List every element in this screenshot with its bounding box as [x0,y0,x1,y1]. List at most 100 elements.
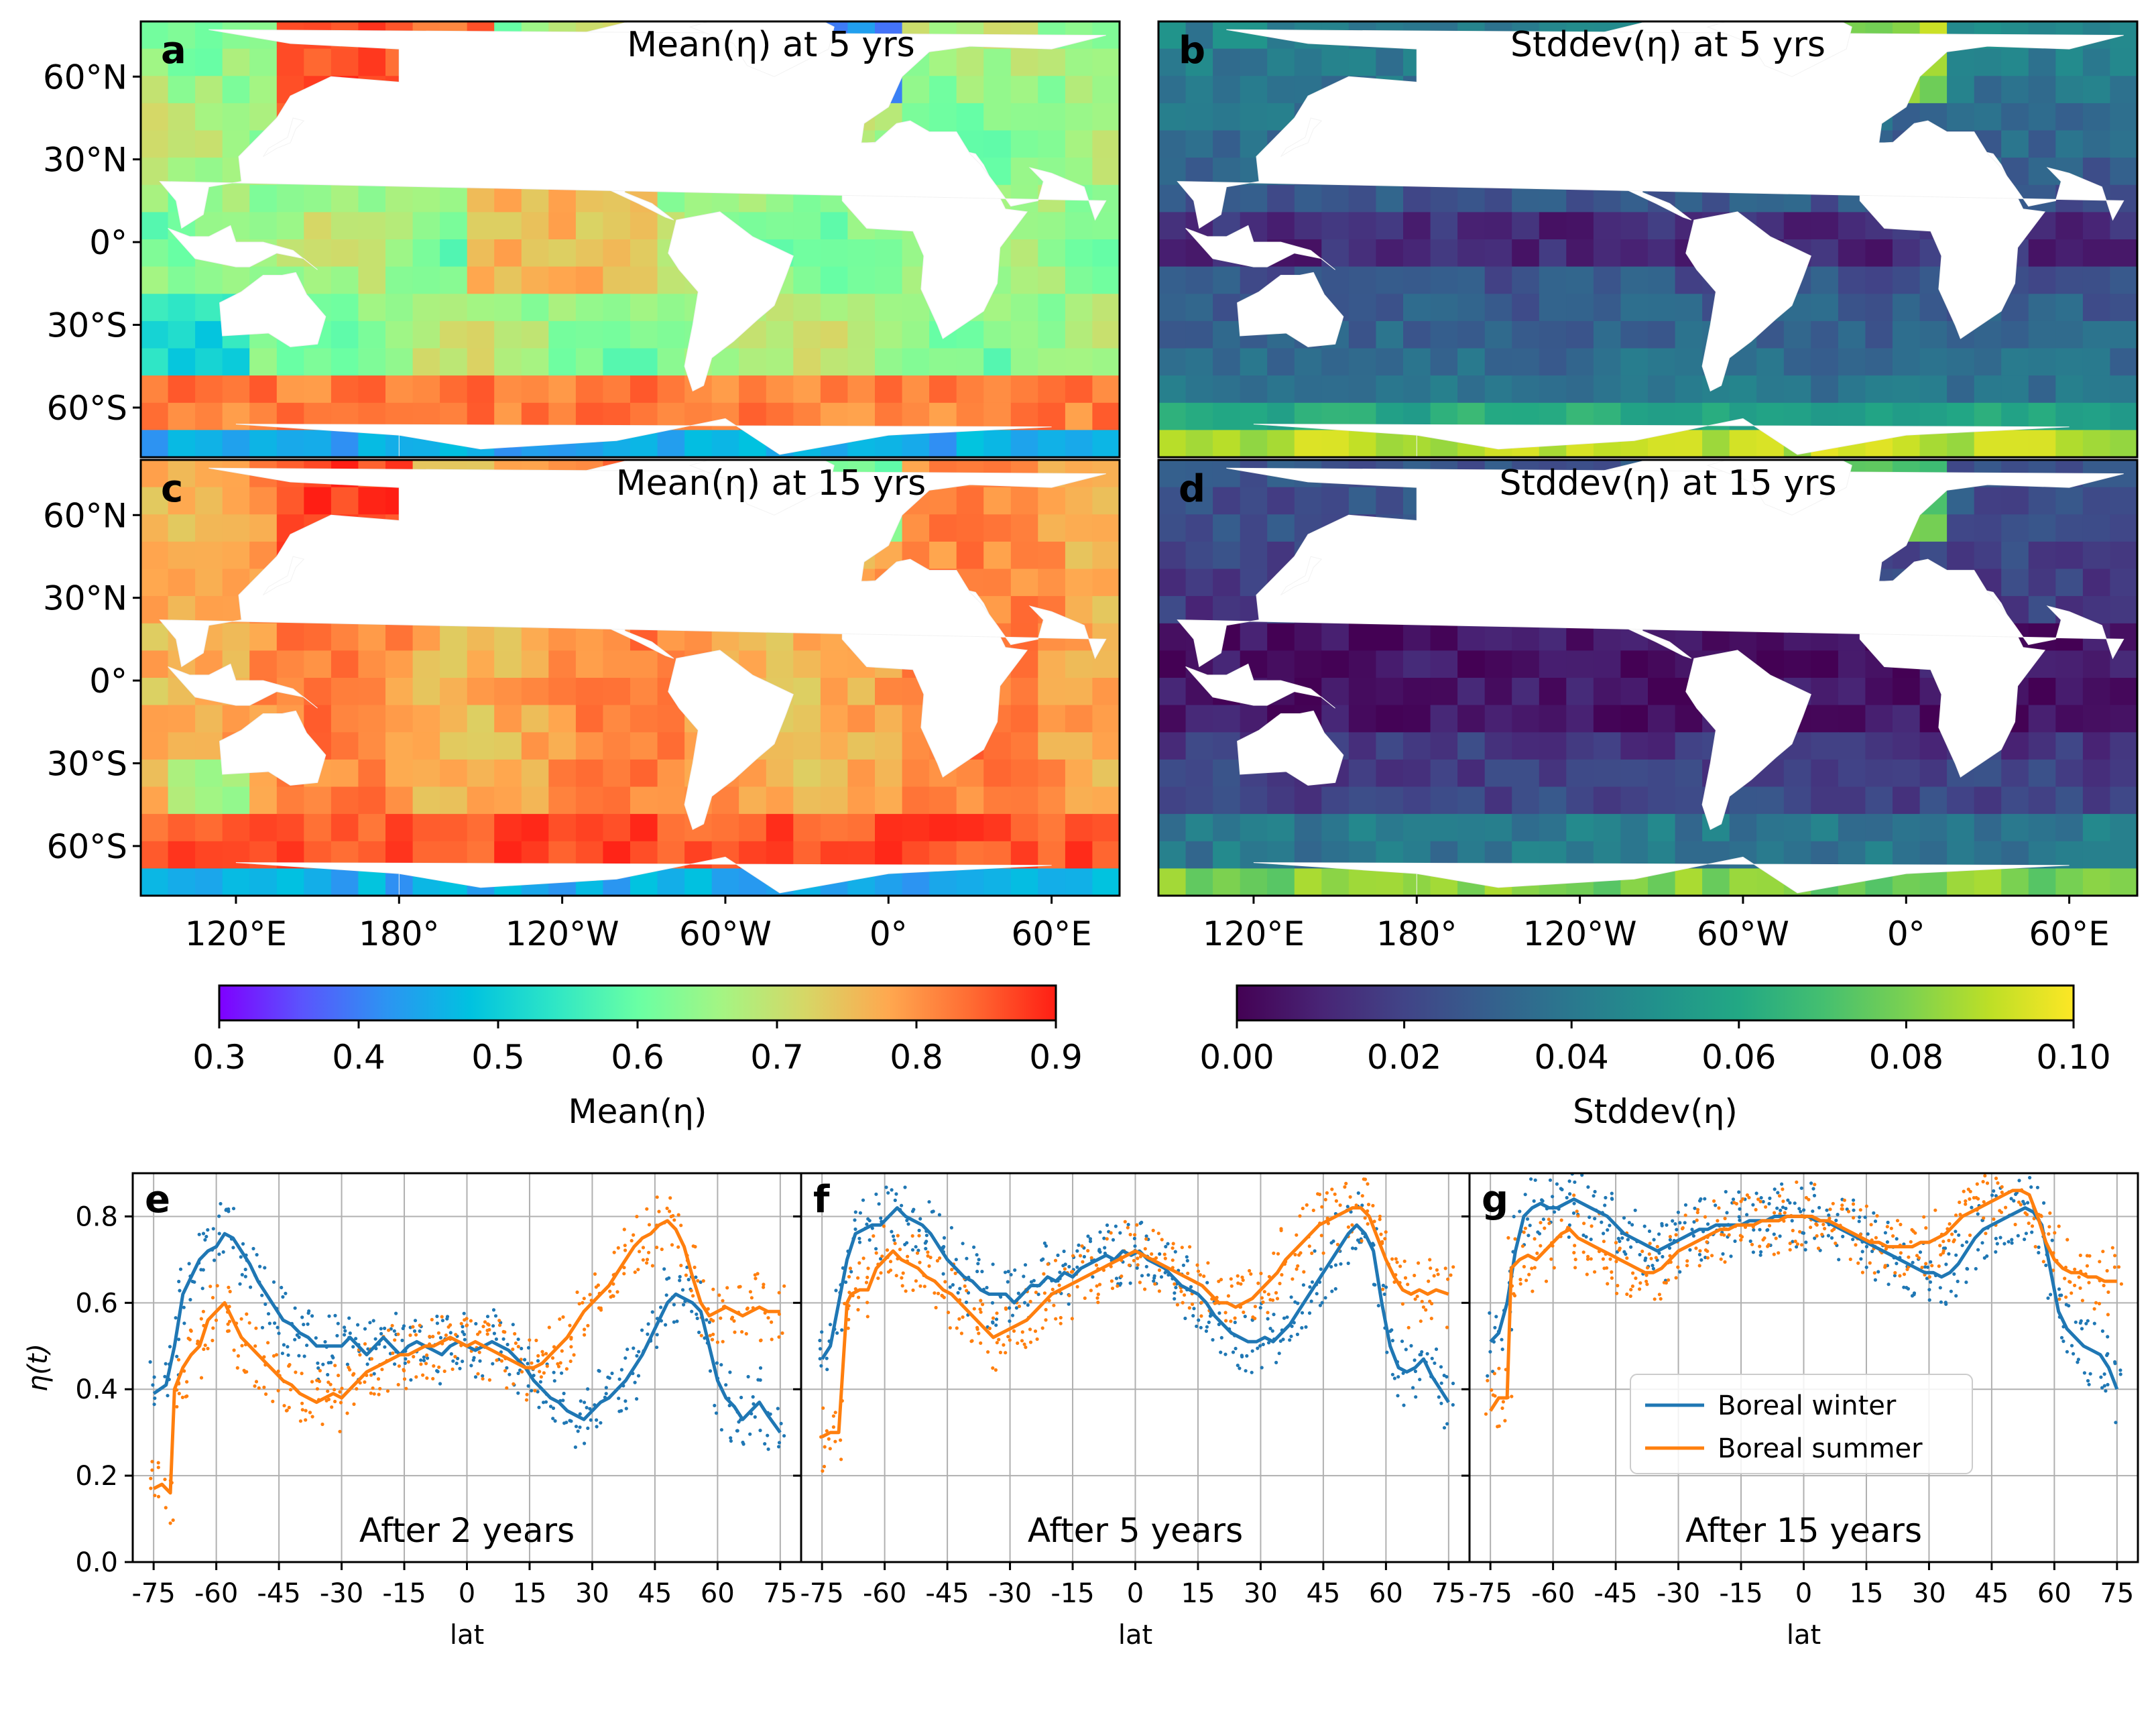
ocean-cell [1213,103,1241,131]
scatter-point [1938,1244,1942,1248]
ocean-cell [1484,623,1513,652]
scatter-point [1291,1277,1295,1281]
ocean-cell [1811,814,1839,842]
ocean-cell [1947,103,1975,131]
ocean-cell [1321,814,1350,842]
scatter-point [1409,1344,1413,1348]
ocean-cell [440,266,468,294]
scatter-point [1909,1240,1913,1244]
scatter-point [201,1309,205,1313]
ocean-cell [1457,212,1486,240]
ocean-cell [575,814,604,842]
scatter-point [922,1285,926,1289]
ocean-cell [1213,460,1241,488]
ocean-cell [1092,569,1120,597]
scatter-point [1610,1197,1614,1201]
scatter-point [1425,1352,1429,1356]
scatter-point [2106,1290,2110,1294]
ocean-cell [1430,239,1458,267]
scatter-point [1522,1264,1526,1268]
scatter-point [1952,1272,1956,1276]
ocean-cell [1893,814,1921,842]
scatter-point [1786,1198,1790,1202]
ocean-cell [1213,732,1241,760]
scatter-point [1144,1264,1148,1268]
scatter-point [679,1264,683,1268]
scatter-point [834,1289,838,1293]
scatter-point [1869,1223,1873,1227]
ocean-cell [1267,814,1295,842]
ocean-cell [1403,759,1431,788]
ocean-cell [1010,402,1039,431]
scatter-point [914,1245,918,1249]
ocean-cell [1321,650,1350,678]
ocean-cell [1838,650,1866,678]
scatter-point [1759,1250,1763,1254]
scatter-point [568,1419,572,1423]
ocean-cell [983,514,1012,542]
ocean-cell [1729,841,1758,870]
scatter-point [507,1372,512,1376]
ocean-cell [1158,158,1187,186]
ocean-cell [1213,402,1241,431]
scatter-point [1529,1177,1533,1181]
scatter-point [1173,1250,1177,1254]
scatter-point [970,1339,974,1343]
ocean-cell [2110,402,2137,431]
land-antarctica [235,418,1052,457]
ocean-cell [1811,650,1839,678]
scatter-point [825,1356,829,1360]
scatter-point [560,1371,564,1375]
scatter-point [1250,1349,1254,1353]
ocean-cell [141,320,169,349]
ocean-cell [1893,239,1921,267]
scatter-point [558,1317,562,1321]
scatter-point [1994,1236,1998,1240]
scatter-point [1629,1288,1633,1292]
scatter-point [2097,1301,2102,1306]
ocean-cell [195,514,223,542]
ocean-cell [1213,569,1241,597]
ocean-cell [1484,348,1513,376]
ocean-cell [195,430,223,457]
scatter-point [665,1206,669,1210]
ocean-cell [331,487,359,515]
scatter-point [1195,1324,1199,1328]
scatter-point [1846,1209,1851,1213]
scatter-point [894,1274,898,1278]
ocean-cell [983,430,1012,457]
ocean-cell [141,348,169,376]
ocean-cell [1213,48,1241,76]
map-lat-tick-label: 0° [89,223,127,262]
scatter-point [1236,1364,1240,1368]
scatter-point [1360,1194,1364,1198]
scatter-point [711,1337,715,1342]
ocean-cell [1185,759,1213,788]
scatter-point [682,1303,686,1307]
ocean-cell [1348,759,1377,788]
scatter-point [1873,1278,1877,1282]
scatter-point [1551,1195,1555,1199]
scatter-point [1075,1285,1079,1289]
scatter-point [266,1312,271,1316]
scatter-point [610,1371,614,1376]
scatter-point [2072,1352,2076,1356]
ocean-cell [2082,705,2111,733]
scatter-point [1366,1222,1370,1226]
scatter-point [893,1242,897,1246]
scatter-point [331,1354,335,1358]
ocean-cell [521,678,550,706]
scatter-point [701,1279,705,1283]
scatter-point [1300,1326,1304,1330]
scatter-point [1219,1335,1223,1339]
scatter-point [2077,1275,2081,1279]
scatter-point [725,1286,729,1290]
ocean-cell [168,786,196,815]
scatter-point [1506,1236,1510,1240]
scatter-point [1657,1232,1661,1236]
map-lon-tick-label: 60°E [1012,914,1092,953]
ocean-cell [1065,294,1093,322]
scatter-point [858,1211,862,1215]
scatter-point [995,1311,999,1315]
ocean-cell [1213,430,1241,457]
